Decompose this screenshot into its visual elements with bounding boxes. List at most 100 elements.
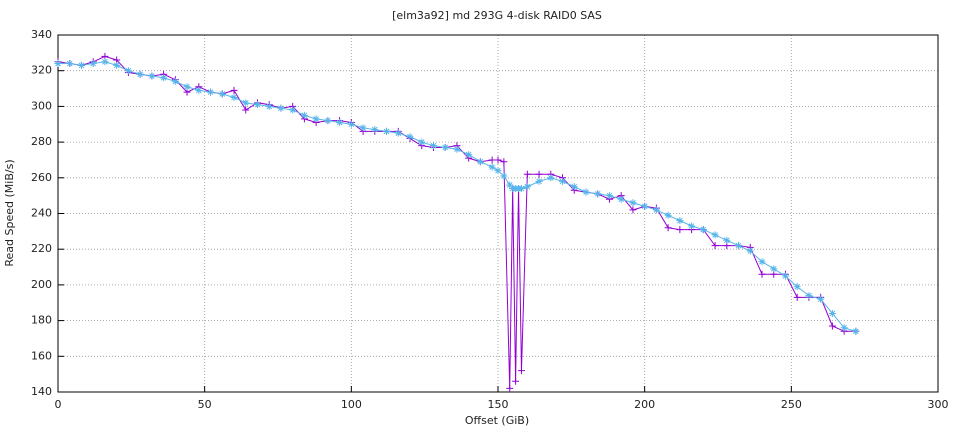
point-marker [371, 126, 379, 134]
point-marker [336, 118, 344, 126]
point-marker [242, 99, 250, 107]
point-marker [494, 167, 502, 175]
point-marker [711, 242, 719, 250]
point-marker [148, 72, 156, 80]
x-tick-label: 200 [634, 398, 655, 411]
x-tick-label: 0 [55, 398, 62, 411]
y-tick-label: 340 [31, 28, 52, 41]
y-tick-label: 280 [31, 135, 52, 148]
point-marker [523, 170, 531, 178]
point-marker [676, 217, 684, 225]
x-tick-label: 100 [341, 398, 362, 411]
point-marker [195, 86, 203, 94]
point-marker [641, 202, 649, 210]
point-marker [113, 61, 121, 69]
point-marker [453, 145, 461, 153]
point-marker [517, 367, 525, 375]
point-marker [559, 177, 567, 185]
x-tick-label: 250 [781, 398, 802, 411]
point-marker [758, 258, 766, 266]
point-marker [594, 190, 602, 198]
point-marker [793, 293, 801, 301]
point-marker [277, 104, 285, 112]
x-tick-label: 50 [198, 398, 212, 411]
chart-title: [elm3a92] md 293G 4-disk RAID0 SAS [392, 9, 602, 22]
point-marker [359, 124, 367, 132]
point-marker [207, 88, 215, 96]
point-marker [758, 270, 766, 278]
point-marker [506, 384, 514, 392]
y-tick-label: 180 [31, 314, 52, 327]
point-marker [735, 242, 743, 250]
point-marker [383, 127, 391, 135]
point-marker [523, 183, 531, 191]
point-marker [840, 324, 848, 332]
point-marker [699, 226, 707, 234]
point-marker [441, 143, 449, 151]
point-marker [828, 309, 836, 317]
point-marker [535, 177, 543, 185]
point-marker [781, 272, 789, 280]
point-marker [429, 142, 437, 150]
point-marker [711, 231, 719, 239]
point-marker [664, 224, 672, 232]
point-marker [300, 111, 308, 119]
point-marker [418, 138, 426, 146]
point-marker [506, 181, 514, 189]
point-marker [500, 158, 508, 166]
x-tick-label: 150 [488, 398, 509, 411]
series-line [58, 61, 857, 332]
point-marker [582, 188, 590, 196]
point-marker [312, 115, 320, 123]
point-marker [517, 185, 525, 193]
point-marker [136, 70, 144, 78]
point-marker [805, 292, 813, 300]
x-axis-label: Offset (GiB) [465, 414, 529, 427]
point-marker [253, 101, 261, 109]
point-marker [183, 83, 191, 91]
point-marker [324, 117, 332, 125]
point-marker [124, 67, 132, 75]
y-tick-label: 260 [31, 171, 52, 184]
point-marker [265, 102, 273, 110]
point-marker [629, 199, 637, 207]
point-marker [828, 322, 836, 330]
plot-frame [57, 34, 939, 393]
point-marker [488, 156, 496, 164]
point-marker [406, 133, 414, 141]
point-marker [746, 247, 754, 255]
point-marker [664, 211, 672, 219]
point-marker [770, 265, 778, 273]
y-tick-label: 220 [31, 242, 52, 255]
point-marker [605, 192, 613, 200]
y-tick-label: 200 [31, 278, 52, 291]
point-marker [476, 158, 484, 166]
point-marker [629, 206, 637, 214]
point-marker [535, 170, 543, 178]
series-line [57, 55, 856, 389]
point-marker [817, 295, 825, 303]
point-marker [289, 106, 297, 114]
point-marker [488, 163, 496, 171]
point-marker [101, 58, 109, 66]
y-tick-label: 240 [31, 207, 52, 220]
point-marker [494, 156, 502, 164]
point-marker [77, 61, 85, 69]
point-marker [500, 172, 508, 180]
point-marker [171, 77, 179, 85]
point-marker [54, 60, 62, 68]
point-marker [676, 226, 684, 234]
point-marker [160, 74, 168, 82]
point-marker [230, 93, 238, 101]
point-marker [852, 327, 860, 335]
y-tick-label: 300 [31, 99, 52, 112]
point-marker [723, 236, 731, 244]
point-marker [218, 90, 226, 98]
point-marker [394, 129, 402, 137]
point-marker [230, 86, 238, 94]
point-marker [547, 174, 555, 182]
point-marker [465, 151, 473, 159]
point-marker [347, 120, 355, 128]
point-marker [66, 60, 74, 68]
